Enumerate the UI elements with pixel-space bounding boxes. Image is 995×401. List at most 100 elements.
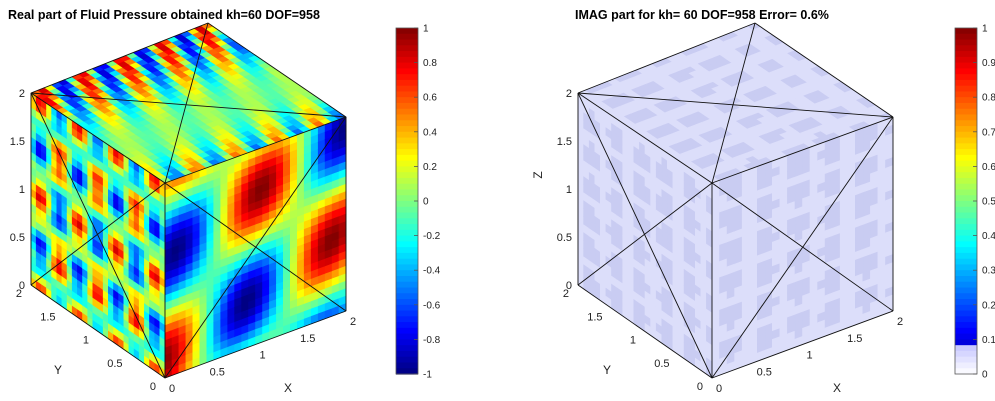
colorbar-segment — [396, 85, 418, 93]
colorbar-segment — [396, 91, 418, 98]
mesh-edge — [577, 92, 713, 184]
colorbar-tick-label: 0.6 — [423, 93, 437, 104]
colorbar-segment — [955, 154, 977, 162]
colorbar-segment — [396, 154, 418, 162]
colorbar-segment — [955, 235, 977, 242]
colorbar-segment — [396, 51, 418, 58]
colorbar-segment — [396, 177, 418, 185]
colorbar-segment — [396, 166, 418, 173]
y-axis-label: Y — [54, 363, 62, 377]
y-tick-label: 1 — [83, 335, 89, 347]
x-axis-label: X — [833, 381, 841, 395]
imag-part-figure: IMAG part for kh= 60 DOF=958 Error= 0.6%… — [500, 0, 995, 401]
colorbar-tick-label: 0 — [982, 370, 988, 381]
mesh-edge — [164, 310, 347, 379]
colorbar-segment — [396, 362, 418, 369]
colorbar-segment — [396, 241, 418, 248]
colorbar-segment — [955, 45, 977, 52]
colorbar-segment — [396, 322, 418, 329]
x-tick-label: 1 — [806, 350, 812, 362]
colorbar-segment — [955, 56, 977, 64]
colorbar-segment — [396, 316, 418, 323]
x-axis-label: X — [284, 381, 292, 395]
colorbar-segment — [396, 270, 418, 277]
colorbar-segment — [955, 362, 977, 369]
x-tick-label: 1.5 — [300, 333, 315, 345]
colorbar-tick-label: 0.8 — [423, 58, 437, 69]
z-tick-label: 0 — [19, 280, 25, 292]
colorbar-segment — [396, 149, 418, 156]
colorbar-segment — [396, 212, 418, 219]
colorbar-segment — [955, 327, 977, 335]
colorbar-segment — [955, 33, 977, 41]
colorbar-segment — [396, 68, 418, 75]
colorbar-segment — [955, 114, 977, 121]
mesh-edge — [711, 116, 894, 184]
colorbar-segment — [396, 120, 418, 127]
colorbar-segment — [396, 247, 418, 254]
colorbar-segment — [396, 293, 418, 300]
y-tick-label: 0 — [697, 381, 703, 393]
colorbar-segment — [396, 28, 418, 35]
x-tick-label: 0 — [169, 383, 175, 395]
colorbar-segment — [396, 287, 418, 294]
colorbar-tick-label: -1 — [423, 370, 432, 381]
mesh-edge — [30, 92, 166, 379]
colorbar-segment — [955, 287, 977, 294]
colorbar-segment — [396, 339, 418, 346]
mesh-edge — [577, 22, 756, 94]
colorbar-segment — [396, 368, 418, 375]
colorbar-segment — [955, 316, 977, 323]
x-tick-label: 1.5 — [847, 333, 862, 345]
colorbar-segment — [396, 235, 418, 242]
colorbar-segment — [955, 206, 977, 214]
y-axis-label: Y — [603, 363, 611, 377]
mesh-edge — [577, 284, 713, 379]
mesh-edge — [30, 182, 166, 286]
colorbar-segment — [396, 281, 418, 289]
colorbar-segment — [396, 131, 418, 139]
colorbar-segment — [955, 97, 977, 104]
colorbar-tick-label: -0.2 — [423, 231, 441, 242]
colorbar-segment — [955, 281, 977, 289]
colorbar-segment — [396, 172, 418, 179]
mesh-edge — [30, 92, 347, 118]
colorbar-segment — [955, 149, 977, 156]
colorbar-tick-label: -0.4 — [423, 266, 441, 277]
x-tick-label: 0.5 — [210, 366, 225, 378]
colorbar-tick-label: 0.2 — [982, 300, 995, 311]
z-tick-label: 0 — [566, 280, 572, 292]
colorbar-tick-label: -0.6 — [423, 300, 441, 311]
mesh-edge — [711, 310, 894, 379]
colorbar-segment — [955, 126, 977, 133]
y-tick-label: 0.5 — [107, 358, 122, 370]
right-top-face — [577, 22, 894, 184]
x-tick-label: 0 — [716, 383, 722, 395]
colorbar-segment — [955, 264, 977, 271]
colorbar-segment — [396, 137, 418, 144]
colorbar-segment — [396, 160, 418, 167]
mesh-edge — [30, 284, 166, 379]
colorbar-segment — [955, 85, 977, 93]
colorbar-tick-label: 0.4 — [423, 127, 437, 138]
colorbar-tick-label: 0.6 — [982, 162, 995, 173]
colorbar-segment — [955, 252, 977, 260]
colorbar-tick-label: 1 — [423, 24, 429, 35]
colorbar-segment — [396, 299, 418, 306]
colorbar-segment — [955, 339, 977, 346]
colorbar-segment — [396, 201, 418, 208]
x-tick-label: 0.5 — [757, 366, 772, 378]
mesh-edge — [577, 92, 894, 118]
colorbar-segment — [955, 356, 977, 364]
left-colorbar: 1 0.8 0.6 0.4 0.2 0 -0.2 -0.4 -0.6 -0.8 -1 — [395, 24, 441, 381]
z-tick-label: 1 — [566, 184, 572, 196]
x-tick-label: 2 — [350, 316, 356, 328]
colorbar-segment — [955, 68, 977, 75]
colorbar-segment — [396, 327, 418, 335]
colorbar-segment — [396, 114, 418, 121]
colorbar-segment — [955, 108, 977, 116]
colorbar-segment — [396, 33, 418, 41]
colorbar-segment — [396, 62, 418, 69]
